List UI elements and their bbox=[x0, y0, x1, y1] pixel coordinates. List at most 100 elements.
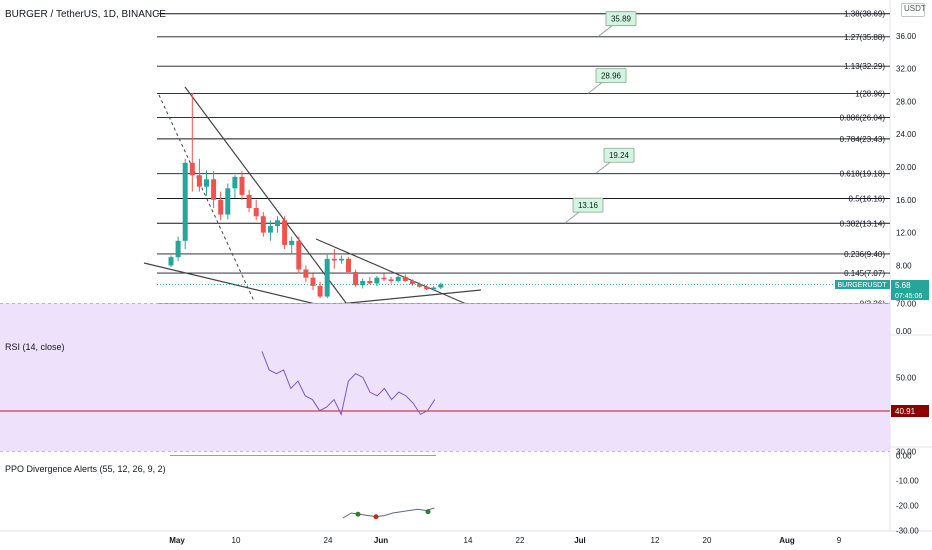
last-price-symbol-tag bbox=[835, 280, 890, 289]
target-callout-pointer bbox=[587, 82, 603, 94]
target-callout-label: 19.24 bbox=[609, 151, 630, 160]
price-tick-label: 32.00 bbox=[896, 65, 917, 74]
rsi-value-tag bbox=[891, 405, 929, 417]
rsi-value-label: 40.91 bbox=[895, 407, 916, 416]
ppo-bull-dot bbox=[425, 509, 431, 515]
rsi-tick-label: 50.00 bbox=[896, 373, 917, 382]
rsi-band bbox=[0, 303, 890, 452]
time-axis-label: 20 bbox=[703, 536, 712, 545]
target-callout-box bbox=[603, 147, 635, 163]
fib-level-label: 0.382(13.14) bbox=[840, 219, 886, 228]
candle-body bbox=[239, 176, 245, 195]
candle-body bbox=[388, 279, 394, 281]
candle-body bbox=[196, 175, 202, 187]
fib-level-label: 1.38(38.69) bbox=[844, 10, 885, 19]
last-price-value: 5.68 bbox=[895, 281, 911, 290]
time-axis-label: 14 bbox=[464, 536, 473, 545]
candle-body bbox=[253, 208, 259, 217]
currency-unit-label: USDT bbox=[904, 4, 926, 13]
time-axis-label: Jul bbox=[574, 536, 586, 545]
candle-body bbox=[189, 162, 195, 176]
target-callout-box bbox=[595, 68, 627, 83]
candle-body bbox=[204, 179, 209, 187]
fib-level-label: 0.618(19.18) bbox=[840, 170, 886, 179]
candle-body bbox=[338, 258, 344, 261]
candle-body bbox=[282, 220, 288, 245]
time-axis-label: May bbox=[169, 536, 185, 545]
candle-body bbox=[381, 277, 387, 280]
target-callout-pointer bbox=[597, 25, 613, 38]
fib-level-label: 0.784(23.43) bbox=[840, 135, 886, 144]
rsi-tick-label: 70.00 bbox=[896, 299, 917, 308]
candle-body bbox=[168, 257, 174, 266]
candle-body bbox=[417, 284, 422, 287]
ppo-bull-dot bbox=[355, 511, 361, 517]
fib-level-label: 0.886(26.04) bbox=[840, 113, 886, 122]
candle-body bbox=[232, 176, 238, 189]
candle-body bbox=[267, 226, 273, 233]
trendline bbox=[315, 238, 472, 307]
candle-body bbox=[275, 220, 280, 227]
candle-body bbox=[395, 276, 401, 281]
candle-body bbox=[409, 280, 415, 285]
candle-body bbox=[310, 277, 316, 286]
candle-body bbox=[182, 162, 188, 241]
rsi-title: RSI (14, close) bbox=[5, 342, 65, 352]
fib-level-label: 0.145(7.07) bbox=[844, 269, 885, 278]
candle-body bbox=[346, 258, 351, 272]
trendline bbox=[318, 289, 482, 307]
candle-body bbox=[374, 277, 380, 284]
rsi-line bbox=[261, 351, 436, 416]
target-callout-label: 28.96 bbox=[601, 72, 622, 81]
price-tick-label: 0.00 bbox=[896, 327, 912, 336]
fib-level-label: 0.236(9.40) bbox=[844, 250, 885, 259]
ppo-title: PPO Divergence Alerts (55, 12, 26, 9, 2) bbox=[5, 464, 166, 474]
candle-body bbox=[317, 285, 323, 297]
currency-unit-button[interactable]: USDT bbox=[901, 3, 926, 17]
target-callout-label: 13.16 bbox=[578, 201, 599, 210]
last-price-tag bbox=[891, 280, 929, 300]
ppo-bear-dot bbox=[373, 514, 379, 520]
candle-body bbox=[296, 240, 302, 270]
candle-body bbox=[438, 284, 444, 288]
candle-body bbox=[424, 286, 430, 290]
time-axis-label: 24 bbox=[324, 536, 333, 545]
last-price-countdown: 07:45:06 bbox=[895, 293, 922, 300]
price-tick-label: 8.00 bbox=[896, 261, 912, 270]
candle-body bbox=[218, 199, 224, 215]
candle-body bbox=[367, 280, 373, 284]
price-tick-label: 28.00 bbox=[896, 97, 917, 106]
price-tick-label: 20.00 bbox=[896, 163, 917, 172]
trendline bbox=[184, 86, 362, 324]
fib-level-label: 1.13(32.29) bbox=[844, 62, 885, 71]
candle-body bbox=[331, 258, 337, 261]
time-axis-label: Jun bbox=[374, 536, 388, 545]
target-callout-box bbox=[605, 11, 637, 27]
candle-body bbox=[289, 240, 295, 245]
time-axis-label: 9 bbox=[837, 536, 842, 545]
candle-body bbox=[246, 194, 252, 208]
fib-level-label: 1(28.96) bbox=[855, 90, 885, 99]
ppo-tick-label: -10.00 bbox=[896, 477, 919, 486]
candle-body bbox=[353, 271, 359, 286]
fib-level-label: 0.5(16.16) bbox=[849, 194, 886, 203]
fib-level-label: 1.27(35.88) bbox=[844, 33, 885, 42]
time-axis-label: 12 bbox=[651, 536, 660, 545]
time-axis-label: 22 bbox=[516, 536, 525, 545]
candle-body bbox=[324, 258, 330, 297]
candle-body bbox=[402, 276, 408, 281]
ppo-tick-label: -30.00 bbox=[896, 527, 919, 536]
price-tick-label: 24.00 bbox=[896, 130, 917, 139]
target-callout-box bbox=[572, 197, 604, 213]
rsi-tick-label: 30.00 bbox=[896, 447, 917, 456]
target-callout-pointer bbox=[595, 161, 611, 174]
candle-body bbox=[260, 216, 266, 233]
candle-body bbox=[225, 188, 231, 215]
trendline bbox=[158, 94, 255, 302]
price-tick-label: 16.00 bbox=[896, 196, 917, 205]
time-axis-label: Aug bbox=[779, 536, 795, 545]
last-price-symbol: BURGERUSDT bbox=[837, 282, 887, 289]
ppo-tick-label: 0.00 bbox=[896, 452, 912, 461]
